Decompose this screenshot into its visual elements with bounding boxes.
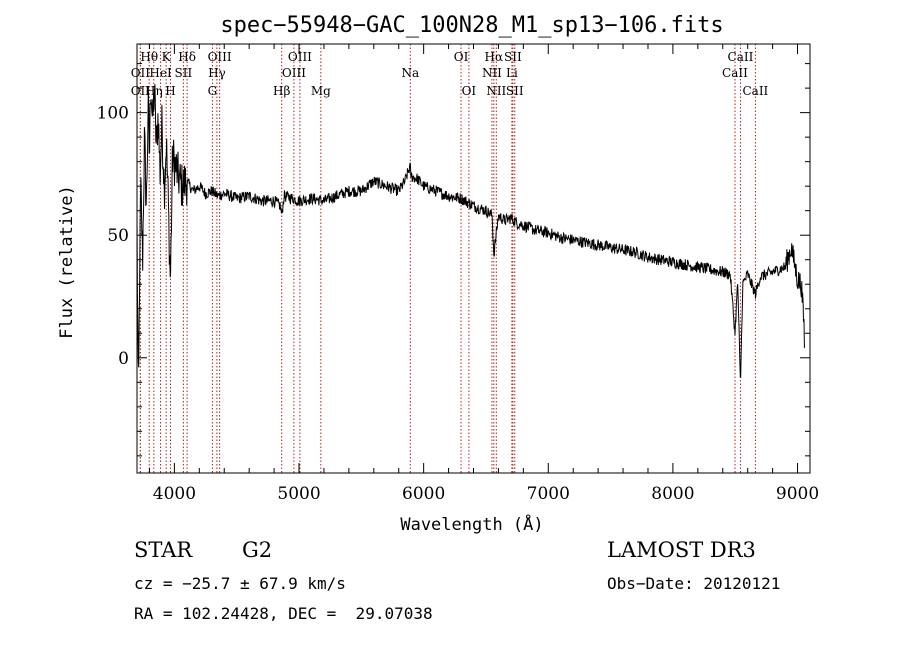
line-label-3: Hη xyxy=(145,84,163,98)
x-tick-label-1: 5000 xyxy=(277,484,320,504)
line-label-20: SII xyxy=(504,50,522,64)
line-label-7: SII xyxy=(175,66,193,80)
x-tick-label-4: 8000 xyxy=(651,484,694,504)
line-label-25: CaII xyxy=(728,50,754,64)
line-label-24: SII xyxy=(506,84,524,98)
survey-name: LAMOST DR3 xyxy=(607,538,756,562)
line-label-4: HeI xyxy=(149,66,172,80)
spectrum-series xyxy=(136,84,806,379)
object-class: STAR xyxy=(134,538,193,562)
line-label-14: OIII xyxy=(282,66,306,80)
y-axis-label: Flux (relative) xyxy=(57,185,77,339)
object-subclass: G2 xyxy=(242,538,273,562)
line-label-27: CaII xyxy=(742,84,768,98)
line-label-1: OII xyxy=(131,66,151,80)
line-label-26: CaII xyxy=(722,66,748,80)
x-tick-label-0: 4000 xyxy=(153,484,196,504)
line-label-10: Hγ xyxy=(208,66,226,80)
line-label-15: Mg xyxy=(311,84,331,98)
spectrum-line xyxy=(136,84,806,379)
x-tick-label-5: 9000 xyxy=(776,484,819,504)
chart-title: spec−55948−GAC_100N28_M1_sp13−106.fits xyxy=(220,13,723,38)
x-tick-label-2: 6000 xyxy=(402,484,445,504)
line-label-21: NII xyxy=(482,66,502,80)
line-label-11: G xyxy=(208,84,218,98)
observation-date: Obs−Date: 20120121 xyxy=(607,574,781,593)
line-label-22: Li xyxy=(506,66,518,80)
line-label-18: OI xyxy=(462,84,477,98)
redshift-cz: cz = −25.7 ± 67.9 km/s xyxy=(134,574,346,593)
line-label-6: H xyxy=(165,84,175,98)
y-tick-label-1: 50 xyxy=(107,226,129,246)
line-label-8: Hδ xyxy=(178,50,196,64)
line-label-23: NII xyxy=(486,84,506,98)
line-label-19: Hα xyxy=(485,50,504,64)
ra-dec: RA = 102.24428, DEC = 29.07038 xyxy=(134,604,433,623)
axis-ticks: 4000 5000 6000 7000 8000 9000 0 50 100 xyxy=(97,44,819,504)
line-label-2: OII xyxy=(131,84,151,98)
y-tick-label-0: 0 xyxy=(118,349,129,369)
line-label-0: Hθ xyxy=(140,50,158,64)
line-label-9: OIII xyxy=(208,50,232,64)
plot-frame xyxy=(136,43,811,474)
x-axis-label: Wavelength (Å) xyxy=(400,513,543,535)
line-label-13: OIII xyxy=(288,50,312,64)
line-label-5: K xyxy=(162,50,172,64)
spectral-line-markers xyxy=(139,44,756,473)
line-label-12: Hβ xyxy=(273,84,290,98)
line-label-17: OI xyxy=(454,50,469,64)
line-label-16: Na xyxy=(401,66,419,80)
x-tick-label-3: 7000 xyxy=(527,484,570,504)
y-tick-label-2: 100 xyxy=(97,104,129,124)
